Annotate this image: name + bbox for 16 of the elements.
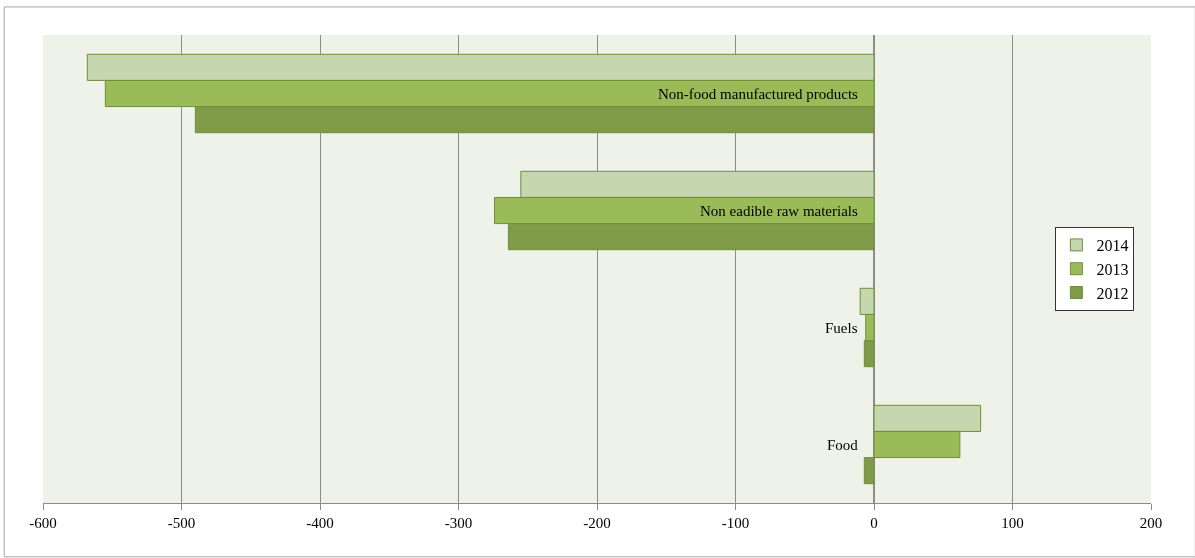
legend-label: 2012 bbox=[1096, 284, 1129, 302]
y-tick-label: Non-food manufactured products bbox=[658, 86, 859, 102]
legend-label: 2013 bbox=[1096, 260, 1129, 278]
y-tick-label: Non eadible raw materials bbox=[700, 203, 859, 219]
x-tick-label: 200 bbox=[1139, 515, 1163, 531]
x-tick-label: -100 bbox=[721, 515, 750, 531]
x-tick-label: -500 bbox=[167, 515, 196, 531]
y-tick-label: Fuels bbox=[825, 320, 858, 336]
x-tick-label: -600 bbox=[29, 515, 57, 531]
x-tick-label: 0 bbox=[870, 515, 878, 531]
x-tick-label: -300 bbox=[444, 515, 473, 531]
legend-label: 2014 bbox=[1096, 237, 1129, 255]
x-tick-label: -200 bbox=[583, 515, 611, 531]
x-tick-label: 100 bbox=[1001, 515, 1024, 531]
x-tick-label: -400 bbox=[306, 515, 334, 531]
y-tick-label: Food bbox=[827, 437, 859, 453]
